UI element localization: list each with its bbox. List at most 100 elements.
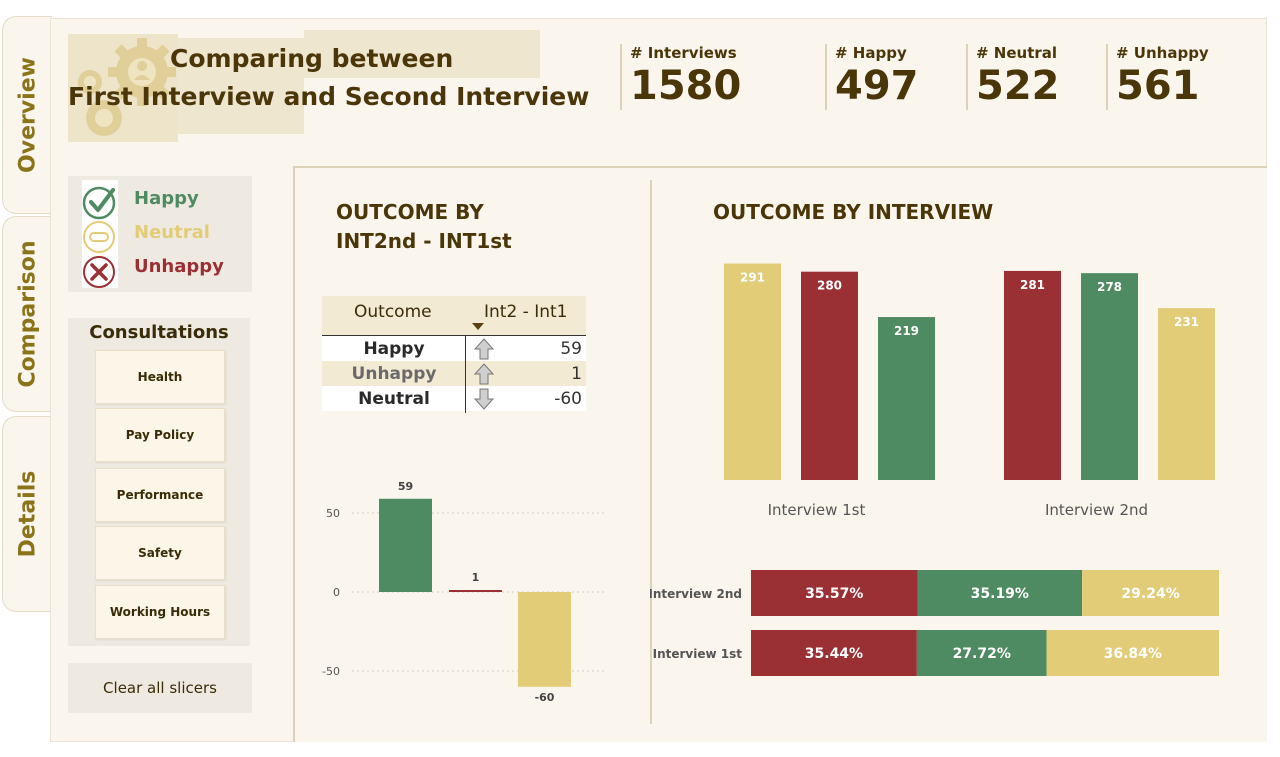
kpi-happy: # Happy 497 bbox=[825, 44, 919, 110]
legend-unhappy: Unhappy bbox=[134, 256, 224, 277]
arrow-up-icon bbox=[473, 363, 495, 385]
tab-comparison[interactable]: Comparison bbox=[2, 216, 52, 412]
kpi-label: # Interviews bbox=[630, 44, 737, 62]
slicer-item-working-hours[interactable]: Working Hours bbox=[95, 585, 225, 639]
column-neutral[interactable] bbox=[1158, 308, 1215, 480]
data-label: 35.44% bbox=[805, 646, 863, 662]
diff-section-title-line2: INT2nd - INT1st bbox=[336, 229, 512, 253]
interview-section-title: OUTCOME BY INTERVIEW bbox=[713, 200, 994, 224]
page-title-line1: Comparing between bbox=[170, 44, 454, 73]
data-label: 280 bbox=[817, 279, 842, 293]
data-label: 36.84% bbox=[1104, 646, 1162, 662]
column-header-diff[interactable]: Int2 - Int1 bbox=[484, 302, 568, 322]
stacked-segment[interactable] bbox=[751, 570, 918, 616]
column-happy[interactable] bbox=[1081, 273, 1138, 480]
row-outcome: Neutral bbox=[358, 389, 430, 409]
row-outcome: Happy bbox=[363, 339, 425, 359]
data-label: 231 bbox=[1174, 315, 1199, 329]
table-row: Neutral -60 bbox=[322, 386, 586, 411]
table-header: Outcome Int2 - Int1 bbox=[322, 296, 586, 336]
slicer-item-safety[interactable]: Safety bbox=[95, 526, 225, 580]
row-value: 1 bbox=[571, 364, 582, 384]
x-axis-label: Interview 2nd bbox=[1045, 501, 1148, 519]
diff-section-title-line1: OUTCOME BY bbox=[336, 200, 484, 224]
row-outcome: Unhappy bbox=[351, 364, 437, 384]
bar-unhappy[interactable] bbox=[449, 590, 502, 592]
column-unhappy[interactable] bbox=[801, 271, 858, 480]
column-neutral[interactable] bbox=[724, 263, 781, 480]
data-label: -60 bbox=[535, 691, 555, 704]
table-divider bbox=[465, 336, 466, 413]
kpi-neutral: # Neutral 522 bbox=[966, 44, 1060, 110]
slicer-item-performance[interactable]: Performance bbox=[95, 468, 225, 522]
kpi-label: # Neutral bbox=[976, 44, 1058, 62]
legend-happy: Happy bbox=[134, 188, 199, 209]
x-circle-icon bbox=[83, 256, 115, 288]
kpi-unhappy: # Unhappy 561 bbox=[1106, 44, 1209, 110]
clear-slicers-button[interactable]: Clear all slicers bbox=[68, 663, 252, 713]
data-label: 281 bbox=[1020, 278, 1045, 292]
x-axis-label: Interview 1st bbox=[768, 501, 866, 519]
data-label: 219 bbox=[894, 324, 919, 338]
column-happy[interactable] bbox=[878, 317, 935, 480]
stacked-segment[interactable] bbox=[917, 570, 1083, 616]
neutral-circle-icon bbox=[83, 221, 115, 253]
interview-stacked-bar-chart: Interview 2nd 35.57% 35.19% 29.24% Interview… bbox=[650, 570, 1219, 676]
data-label: 35.19% bbox=[971, 586, 1029, 602]
tab-details[interactable]: Details bbox=[2, 416, 52, 612]
diff-table: Outcome Int2 - Int1 Happy 59 Unhappy 1 N… bbox=[322, 296, 586, 413]
kpi-label: # Unhappy bbox=[1116, 44, 1209, 62]
interview-column-chart: 291 280 219 Interview 1st 281 278 231 Interview… bbox=[724, 263, 1215, 519]
table-row: Unhappy 1 bbox=[322, 361, 586, 386]
y-tick-label: -50 bbox=[322, 665, 340, 678]
column-header-outcome[interactable]: Outcome bbox=[354, 302, 432, 322]
consultations-title: Consultations bbox=[89, 322, 229, 343]
kpi-value: 561 bbox=[1116, 63, 1200, 109]
tab-overview-label: Overview bbox=[15, 57, 40, 173]
kpi-value: 1580 bbox=[630, 63, 742, 109]
kpi-value: 497 bbox=[835, 63, 919, 109]
sort-descending-icon[interactable] bbox=[472, 323, 484, 330]
tab-details-label: Details bbox=[15, 470, 40, 558]
stacked-segment[interactable] bbox=[916, 630, 1047, 676]
stacked-segment[interactable] bbox=[1046, 630, 1219, 676]
bar-neutral[interactable] bbox=[518, 592, 571, 687]
check-circle-icon bbox=[82, 186, 116, 220]
title-band bbox=[304, 30, 540, 78]
kpi-value: 522 bbox=[976, 63, 1060, 109]
bar-happy[interactable] bbox=[379, 498, 432, 592]
consultations-slicer: Consultations Health Pay Policy Performa… bbox=[68, 318, 250, 646]
data-label: 291 bbox=[740, 270, 765, 284]
logo-band bbox=[178, 38, 304, 134]
diff-bar-chart: 50 0 -50 59 1 -60 bbox=[322, 480, 606, 704]
arrow-up-icon bbox=[473, 338, 495, 360]
row-value: 59 bbox=[560, 339, 582, 359]
kpi-label: # Happy bbox=[835, 44, 907, 62]
stacked-segment[interactable] bbox=[751, 630, 917, 676]
kpi-interviews: # Interviews 1580 bbox=[620, 44, 741, 110]
arrow-down-icon bbox=[473, 388, 495, 410]
slicer-item-health[interactable]: Health bbox=[95, 350, 225, 404]
gear-logo-icon bbox=[78, 38, 176, 136]
tab-overview[interactable]: Overview bbox=[2, 16, 52, 214]
data-label: 1 bbox=[472, 571, 480, 584]
y-tick-label: 50 bbox=[326, 507, 340, 520]
slicer-item-pay-policy[interactable]: Pay Policy bbox=[95, 408, 225, 462]
row-value: -60 bbox=[554, 389, 582, 409]
column-unhappy[interactable] bbox=[1004, 270, 1061, 480]
data-label: 59 bbox=[398, 480, 413, 493]
outcome-legend: Happy Neutral Unhappy bbox=[68, 176, 252, 292]
panel-divider bbox=[650, 180, 652, 724]
page-title-line2: First Interview and Second Interview bbox=[68, 82, 590, 111]
legend-neutral: Neutral bbox=[134, 222, 210, 243]
y-axis-label: Interview 2nd bbox=[650, 587, 742, 601]
table-row: Happy 59 bbox=[322, 336, 586, 361]
data-label: 35.57% bbox=[805, 586, 863, 602]
tab-comparison-label: Comparison bbox=[15, 240, 40, 388]
stacked-segment[interactable] bbox=[1082, 570, 1219, 616]
y-tick-label: 0 bbox=[333, 586, 340, 599]
data-label: 29.24% bbox=[1121, 586, 1179, 602]
data-label: 278 bbox=[1097, 280, 1122, 294]
y-axis-label: Interview 1st bbox=[653, 647, 743, 661]
data-label: 27.72% bbox=[953, 646, 1011, 662]
